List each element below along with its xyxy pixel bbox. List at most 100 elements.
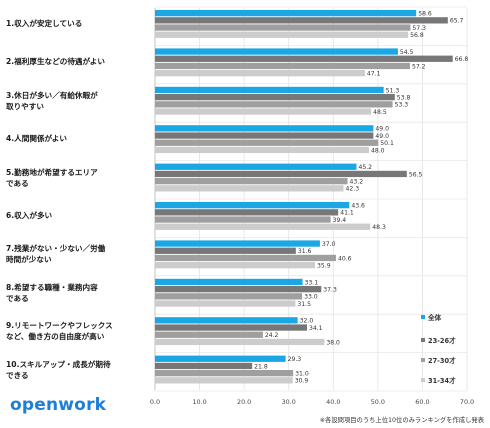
- data-label: 31.5: [297, 301, 311, 308]
- bar: [155, 10, 417, 17]
- bar: [155, 377, 293, 384]
- data-label: 42.3: [346, 186, 360, 193]
- bar: [155, 24, 411, 31]
- bar: [155, 240, 320, 247]
- data-label: 48.0: [371, 147, 385, 154]
- category-label: 10.スキルアップ・成長が期待 できる: [6, 359, 111, 380]
- bar: [155, 286, 322, 293]
- bar: [155, 62, 410, 70]
- bar: [155, 31, 409, 38]
- brand-logo: openwork: [10, 395, 107, 415]
- bar: [155, 262, 316, 269]
- bar: [155, 278, 303, 286]
- bar: [155, 209, 339, 216]
- data-label: 57.3: [412, 25, 426, 32]
- data-label: 33.0: [304, 294, 318, 301]
- bar: [155, 146, 369, 154]
- legend-label: 全体: [428, 314, 442, 322]
- data-label: 41.1: [340, 210, 354, 217]
- data-label: 38.0: [326, 339, 340, 346]
- category-label: 6.収入が多い: [6, 211, 53, 220]
- bar: [155, 178, 348, 185]
- legend-swatch: [421, 378, 425, 382]
- footnote: ※各設問項目のうち上位10位のみランキングを作成し発表: [319, 417, 484, 424]
- bar: [155, 338, 325, 346]
- legend-item: 23-26才: [421, 335, 487, 345]
- x-tick-label: 40.0: [326, 398, 340, 406]
- bar: [155, 300, 296, 307]
- bar: [155, 355, 286, 362]
- data-label: 37.3: [323, 287, 337, 294]
- legend-label: 31-34才: [428, 377, 456, 385]
- data-label: 45.2: [358, 164, 372, 171]
- bar: [155, 94, 395, 101]
- bar: [155, 202, 350, 209]
- data-label: 29.3: [288, 356, 302, 363]
- bar: [155, 247, 296, 254]
- data-label: 32.0: [300, 318, 314, 325]
- bar: [155, 70, 365, 77]
- category-label: 3.休日が多い／有給休暇が 取りやすい: [6, 90, 98, 111]
- bar: [155, 17, 448, 24]
- category-label: 9.リモートワークやフレックス など、働き方の自由度が高い: [6, 321, 113, 342]
- x-tick-label: 0.0: [150, 398, 160, 406]
- data-label: 51.3: [386, 87, 400, 94]
- x-tick-label: 30.0: [282, 398, 296, 406]
- data-label: 56.5: [409, 171, 423, 178]
- x-tick-label: 70.0: [460, 398, 474, 406]
- bar: [155, 254, 336, 262]
- bar: [155, 86, 384, 94]
- data-label: 35.9: [317, 263, 331, 270]
- data-label: 43.6: [351, 203, 365, 210]
- category-label: 1.収入が安定している: [6, 19, 83, 28]
- legend-item: 31-34才: [421, 375, 487, 385]
- data-label: 48.5: [373, 109, 387, 116]
- category-label: 5.勤務地が希望するエリア である: [6, 167, 98, 188]
- data-label: 53.3: [395, 102, 409, 109]
- data-label: 37.0: [322, 241, 336, 248]
- x-tick-label: 50.0: [371, 398, 385, 406]
- category-label: 7.残業がない・少ない／労働 時間が少ない: [6, 244, 106, 265]
- bar: [155, 132, 374, 139]
- data-label: 31.0: [295, 371, 309, 378]
- data-label: 53.8: [397, 95, 411, 102]
- data-label: 47.1: [367, 71, 381, 78]
- bar: [155, 331, 263, 338]
- legend-item: 全体: [421, 312, 487, 322]
- x-tick-label: 60.0: [415, 398, 429, 406]
- bar: [155, 108, 372, 115]
- bar: [155, 163, 357, 170]
- data-label: 49.0: [375, 133, 389, 140]
- bar: [155, 317, 298, 324]
- data-label: 56.8: [410, 32, 424, 39]
- data-label: 39.4: [333, 217, 347, 224]
- category-label: 2.福利厚生などの待遇がよい: [6, 57, 105, 67]
- data-label: 48.3: [372, 224, 386, 231]
- legend-label: 27-30才: [428, 357, 456, 365]
- bar: [155, 223, 371, 230]
- category-label: 4.人間関係がよい: [6, 134, 67, 144]
- bar: [155, 55, 453, 62]
- data-label: 65.7: [450, 18, 464, 25]
- data-label: 21.8: [254, 363, 268, 370]
- data-label: 40.6: [338, 255, 352, 262]
- bar: [155, 139, 379, 146]
- data-label: 66.8: [455, 56, 469, 63]
- bar: [155, 185, 344, 192]
- data-label: 30.9: [295, 378, 309, 385]
- bar: [155, 101, 393, 108]
- legend-swatch: [421, 338, 425, 342]
- legend-label: 23-26才: [428, 337, 456, 345]
- bar: [155, 125, 374, 132]
- data-label: 43.2: [350, 179, 364, 186]
- bar: [155, 216, 331, 223]
- data-label: 33.1: [305, 279, 319, 286]
- data-label: 54.5: [400, 49, 414, 56]
- bar: [155, 48, 398, 55]
- legend-swatch: [421, 315, 425, 319]
- category-label: 8.希望する職種・業務内容 である: [6, 282, 98, 303]
- data-label: 57.2: [412, 63, 426, 70]
- bar: [155, 293, 303, 300]
- data-label: 49.0: [375, 126, 389, 133]
